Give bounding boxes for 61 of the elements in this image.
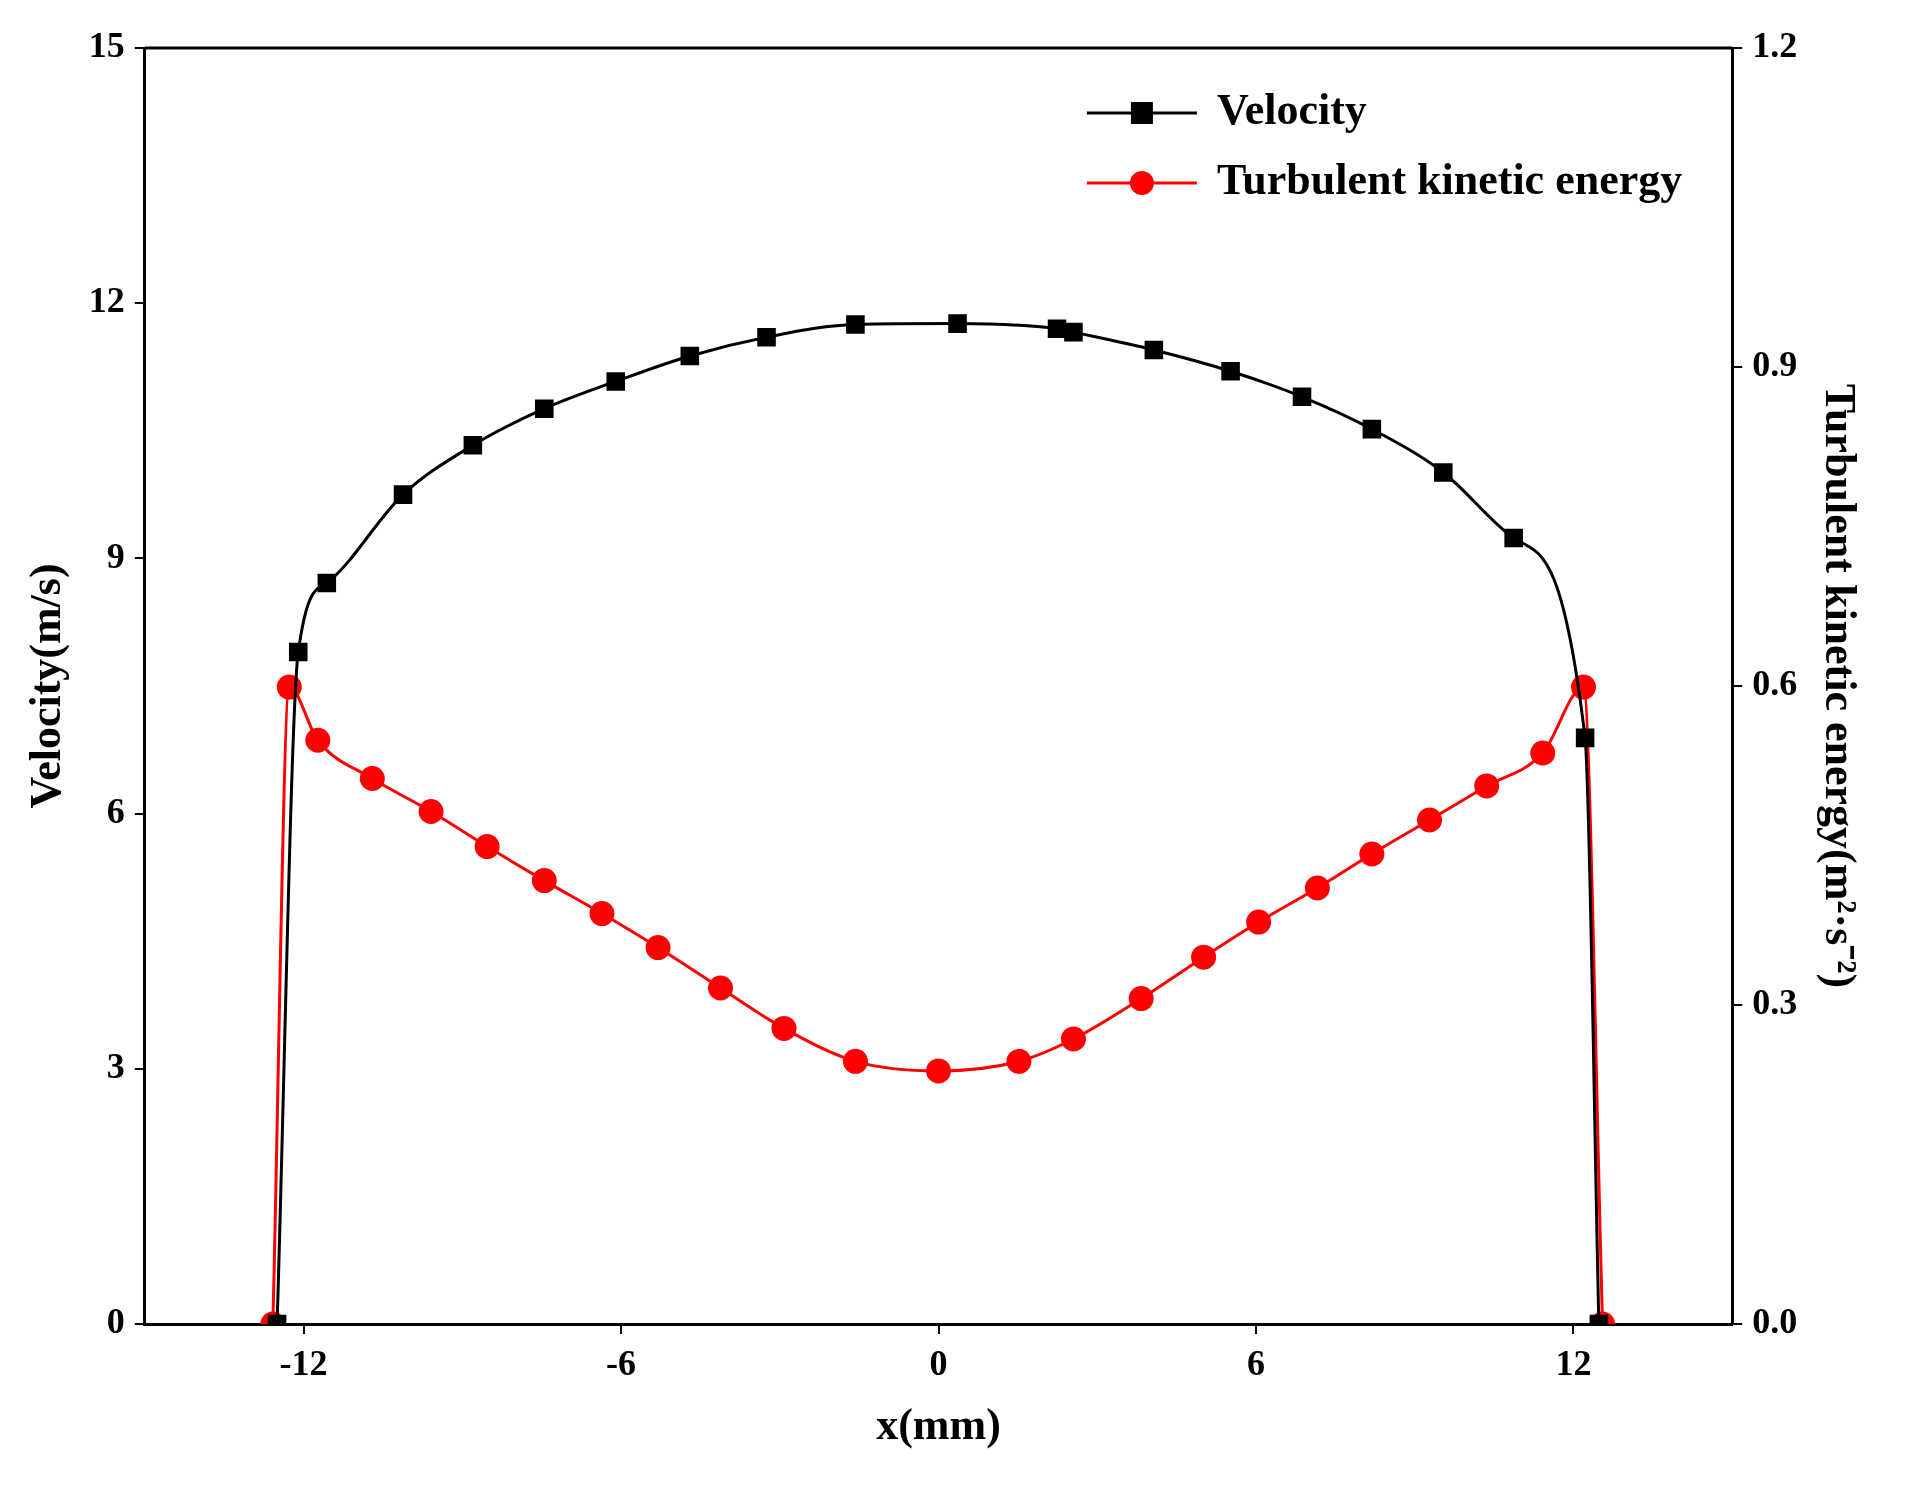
legend-label: Turbulent kinetic energy	[1216, 155, 1683, 205]
point	[1304, 875, 1330, 901]
y2-tick-label: 0.9	[1752, 344, 1798, 385]
y-tick-label: 15	[88, 25, 125, 66]
point	[1246, 909, 1272, 935]
point	[1060, 1026, 1086, 1052]
y2-tick-label: 1.2	[1752, 25, 1798, 66]
point	[1359, 841, 1385, 867]
point	[535, 399, 554, 418]
point	[1434, 463, 1453, 482]
point	[645, 935, 671, 961]
point	[680, 346, 700, 366]
x-tick-label: 0	[929, 1342, 948, 1383]
point	[1362, 419, 1382, 439]
point	[531, 868, 557, 894]
point	[1006, 1048, 1032, 1074]
legend-label: Velocity	[1216, 85, 1367, 135]
point	[288, 642, 308, 662]
y-tick-label: 6	[106, 790, 125, 831]
point	[757, 327, 776, 347]
y-tick-label: 12	[88, 280, 125, 321]
y2-tick-label: 0.3	[1752, 982, 1798, 1023]
y-axis-title: Velocity(m/s)	[20, 563, 70, 809]
y2-axis-title: Turbulent kinetic energy(m²·s⁻²)	[1816, 383, 1866, 989]
point	[1128, 986, 1154, 1012]
point	[1047, 319, 1067, 338]
point	[393, 485, 413, 504]
point	[1417, 807, 1443, 833]
x-tick-label: 6	[1246, 1342, 1265, 1383]
point	[1144, 340, 1164, 360]
point	[1575, 728, 1595, 748]
x-axis-title: x(mm)	[876, 1399, 1001, 1449]
point	[846, 315, 865, 334]
y2-tick-label: 0.6	[1752, 663, 1798, 704]
y-tick-label: 3	[106, 1046, 125, 1087]
point	[708, 975, 733, 1001]
point	[463, 435, 483, 455]
point	[359, 766, 385, 792]
x-tick-label: -6	[606, 1342, 637, 1383]
point	[1474, 773, 1500, 799]
point	[771, 1015, 797, 1041]
point	[418, 798, 444, 824]
point	[305, 727, 331, 753]
x-tick-label: -12	[279, 1342, 328, 1383]
point	[606, 372, 626, 391]
point	[317, 573, 337, 593]
point	[1292, 387, 1312, 407]
point	[926, 1058, 951, 1084]
point	[842, 1048, 868, 1074]
x-tick-label: 12	[1555, 1342, 1592, 1383]
point	[474, 834, 500, 860]
point	[1221, 361, 1240, 381]
point	[1504, 528, 1523, 548]
point	[1530, 740, 1556, 766]
y2-tick-label: 0.0	[1752, 1301, 1798, 1342]
y-tick-label: 0	[106, 1301, 125, 1342]
point	[1064, 322, 1083, 342]
point	[589, 901, 615, 927]
y-tick-label: 9	[106, 535, 125, 576]
point	[948, 314, 967, 333]
point	[1191, 944, 1217, 970]
